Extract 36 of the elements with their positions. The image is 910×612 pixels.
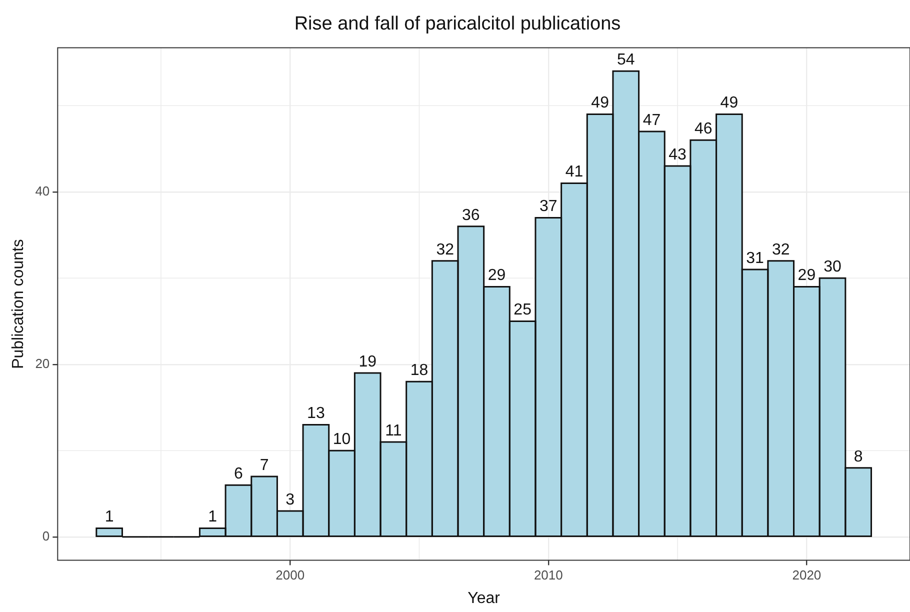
data-label: 8 xyxy=(854,448,863,466)
data-label: 13 xyxy=(307,405,325,422)
data-label: 37 xyxy=(540,198,558,216)
y-axis-title: Publication counts xyxy=(10,239,28,369)
data-label: 49 xyxy=(720,94,738,112)
data-label: 29 xyxy=(798,267,816,284)
data-label: 43 xyxy=(668,146,687,164)
x-tick-label: 2020 xyxy=(792,568,822,583)
chart-title: Rise and fall of paricalcitol publications xyxy=(294,14,621,35)
data-label: 49 xyxy=(591,94,610,112)
data-label: 31 xyxy=(746,250,764,267)
data-label: 25 xyxy=(514,302,532,319)
x-tick-label: 2000 xyxy=(276,568,305,583)
y-tick-label: 40 xyxy=(35,183,50,198)
data-label: 7 xyxy=(260,456,269,474)
data-label: 19 xyxy=(358,353,377,370)
data-label: 10 xyxy=(332,431,351,448)
data-label: 32 xyxy=(436,241,454,258)
data-label: 11 xyxy=(385,422,402,440)
data-label: 41 xyxy=(565,164,584,181)
y-tick-label: 0 xyxy=(42,528,50,544)
x-axis-title: Year xyxy=(468,590,501,607)
data-label: 46 xyxy=(694,120,712,138)
data-label: 29 xyxy=(488,267,506,284)
data-label: 1 xyxy=(208,508,218,526)
data-label: 3 xyxy=(286,491,295,508)
data-label: 18 xyxy=(410,362,428,380)
data-label: 1 xyxy=(104,508,114,526)
data-label: 54 xyxy=(616,51,635,68)
y-tick-label: 20 xyxy=(35,356,50,371)
data-label: 47 xyxy=(642,112,661,129)
data-label: 6 xyxy=(234,466,244,483)
data-label: 30 xyxy=(824,258,842,276)
data-label: 32 xyxy=(772,241,790,258)
data-label: 36 xyxy=(462,206,480,224)
x-tick-label: 2010 xyxy=(534,568,563,583)
